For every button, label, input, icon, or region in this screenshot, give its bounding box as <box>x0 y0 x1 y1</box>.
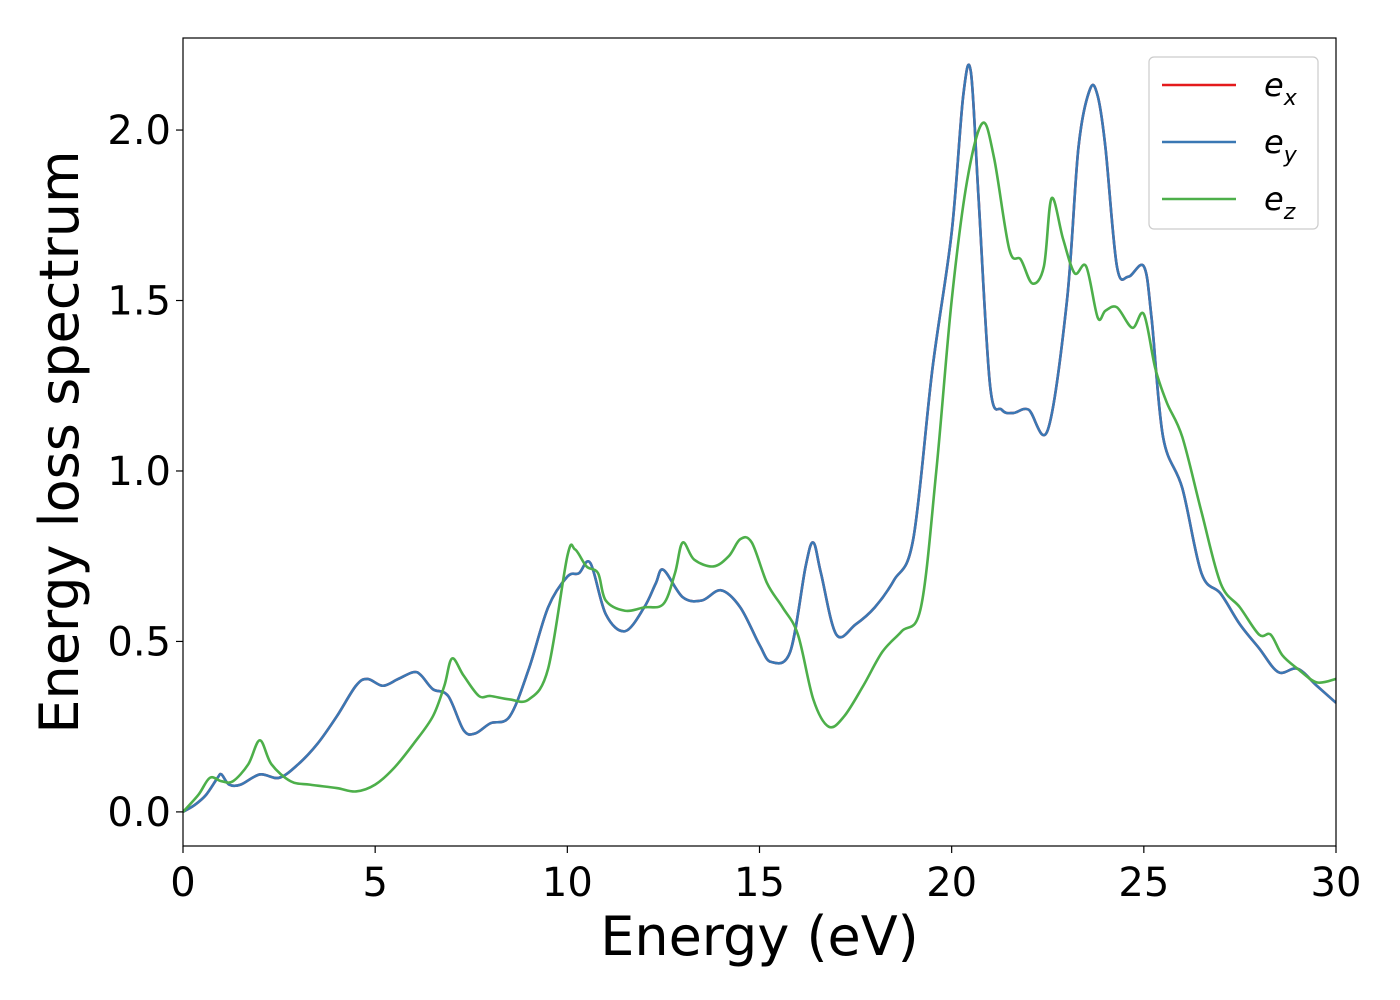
legend-label-e-y: ey <box>1264 123 1298 168</box>
x-tick-label: 10 <box>542 860 593 906</box>
series-line-e-z <box>183 121 1336 813</box>
x-tick-label: 20 <box>926 860 977 906</box>
y-axis-label: Energy loss spectrum <box>28 150 91 733</box>
y-tick-label: 1.0 <box>107 449 171 495</box>
series-layer <box>183 63 1336 814</box>
x-tick-label: 25 <box>1118 860 1169 906</box>
legend-label-e-x: ex <box>1264 66 1298 111</box>
y-tick-label: 0.5 <box>107 619 171 665</box>
y-tick-label: 1.5 <box>107 279 171 325</box>
series-line-e-y <box>183 63 1336 814</box>
x-tick-label: 30 <box>1311 860 1362 906</box>
x-tick-label: 15 <box>734 860 785 906</box>
x-tick-label: 0 <box>170 860 195 906</box>
x-tick-label: 5 <box>362 860 387 906</box>
y-tick-label: 2.0 <box>107 108 171 154</box>
legend-label-e-z: ez <box>1264 180 1296 225</box>
y-tick-label: 0.0 <box>107 790 171 836</box>
tick-layer: 0 5 10 15 20 25 30 0.0 0.5 1.0 1.5 2.0 <box>107 108 1361 906</box>
legend: ex ey ez <box>1148 56 1319 230</box>
x-axis-label: Energy (eV) <box>600 905 919 968</box>
